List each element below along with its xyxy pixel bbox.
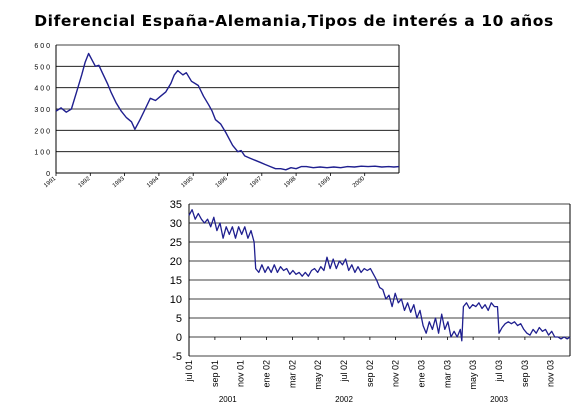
year-label: 2002 xyxy=(335,395,353,404)
x-tick-label: mar 03 xyxy=(442,360,452,388)
y-tick-label: 0 xyxy=(46,171,50,178)
x-tick-label: jul 03 xyxy=(494,360,504,383)
x-tick-label: ene 03 xyxy=(417,360,427,388)
y-tick-label: 4 0 0 xyxy=(34,86,50,93)
y-tick-label: 5 xyxy=(176,313,182,325)
series-line xyxy=(188,209,571,342)
year-label: 2001 xyxy=(219,395,237,404)
x-tick-label: nov 02 xyxy=(391,360,401,387)
y-tick-label: 1 0 0 xyxy=(34,150,50,157)
y-tick-label: 15 xyxy=(170,275,182,287)
x-tick-label: sep 02 xyxy=(365,360,375,387)
x-tick-label: may 03 xyxy=(468,360,478,390)
x-tick-label: may 02 xyxy=(313,360,323,390)
y-tick-label: 2 0 0 xyxy=(34,128,50,135)
chart-title: Diferencial España-Alemania,Tipos de int… xyxy=(34,12,554,30)
y-tick-label: 20 xyxy=(170,256,182,268)
y-tick-label: 35 xyxy=(170,199,182,211)
x-tick-label: ene 02 xyxy=(262,360,272,388)
x-tick-label: sep 01 xyxy=(210,360,220,387)
x-tick-label: jul 02 xyxy=(339,360,349,383)
x-tick-label: jul 01 xyxy=(184,360,194,383)
series-line xyxy=(55,52,400,171)
y-tick-label: -5 xyxy=(172,351,182,363)
y-tick-label: 6 0 0 xyxy=(34,43,50,50)
y-tick-label: 5 0 0 xyxy=(34,64,50,71)
year-label: 2003 xyxy=(490,395,508,404)
x-tick-label: sep 03 xyxy=(520,360,530,387)
x-tick-label: nov 01 xyxy=(236,360,246,387)
y-tick-label: 3 0 0 xyxy=(34,107,50,114)
x-tick-label: mar 02 xyxy=(287,360,297,388)
y-tick-label: 25 xyxy=(170,237,182,249)
y-tick-label: 0 xyxy=(176,332,182,344)
y-tick-label: 10 xyxy=(170,294,182,306)
x-tick-label: nov 03 xyxy=(546,360,556,387)
y-tick-label: 30 xyxy=(170,218,182,230)
